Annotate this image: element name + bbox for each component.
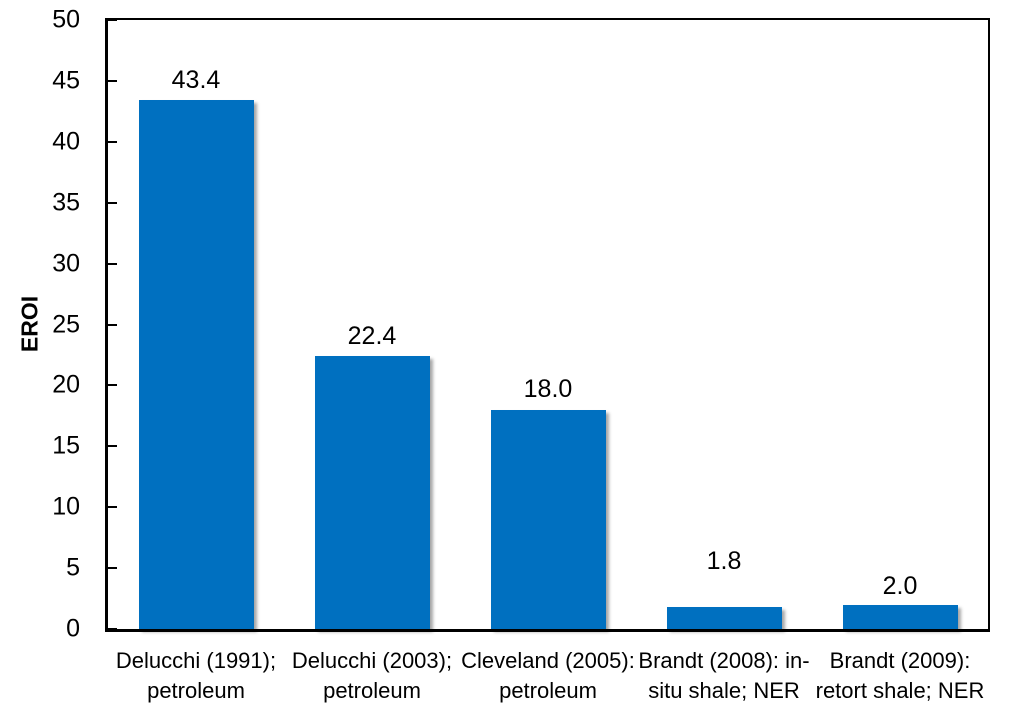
y-axis-tick-mark — [108, 19, 117, 21]
y-axis-tick-label: 10 — [52, 492, 80, 521]
y-axis-tick-label: 35 — [52, 188, 80, 217]
x-category-label: Brandt (2009): retort shale; NER — [815, 648, 985, 703]
plot-area: 43.4 22.4 18.0 1.8 2.0 — [105, 18, 990, 632]
y-axis-tick-mark — [108, 201, 117, 204]
y-axis-tick-label: 0 — [66, 614, 80, 643]
bar-3 — [490, 409, 606, 629]
y-axis-tick-mark — [108, 384, 117, 387]
bar-4 — [666, 607, 782, 629]
y-axis-tick-mark — [108, 506, 117, 509]
bar-2 — [314, 356, 430, 629]
bar-value-label: 18.0 — [523, 374, 573, 403]
x-category-label: Brandt (2008): in- situ shale; NER — [638, 648, 810, 703]
y-axis-tick-mark — [108, 140, 117, 143]
y-axis-tick-mark — [108, 445, 117, 448]
x-category-label: Delucchi (1991); petroleum — [115, 648, 277, 703]
y-axis-tick-label: 30 — [52, 249, 80, 278]
x-axis-category-labels: Delucchi (1991); petroleum Delucchi (2003… — [108, 646, 988, 707]
y-axis-tick-mark — [108, 262, 117, 265]
y-axis-tick-label: 5 — [66, 553, 80, 582]
bar-1 — [138, 100, 254, 629]
y-axis-tick-label: 45 — [52, 66, 80, 95]
bar-value-label: 43.4 — [171, 66, 221, 95]
y-axis-tick-label: 50 — [52, 5, 80, 34]
bar-value-label: 1.8 — [706, 547, 742, 576]
bar-5 — [842, 604, 958, 629]
y-axis-tick-label: 15 — [52, 431, 80, 460]
x-category-label: Cleveland (2005): petroleum — [461, 648, 635, 703]
y-axis-tick-mark — [108, 79, 117, 82]
y-axis-tick-label: 20 — [52, 370, 80, 399]
y-axis-tick-labels: 0 5 10 15 20 25 30 35 40 45 50 — [0, 6, 80, 643]
y-axis-tick-label: 40 — [52, 127, 80, 156]
y-axis-tick-mark — [108, 323, 117, 326]
y-axis-tick-label: 25 — [52, 310, 80, 338]
bar-value-label: 22.4 — [347, 322, 397, 351]
bar-value-label: 2.0 — [882, 571, 918, 600]
y-axis-tick-mark — [108, 567, 117, 570]
x-category-label: Delucchi (2003); petroleum — [291, 648, 453, 703]
y-axis-tick-mark — [108, 628, 117, 630]
